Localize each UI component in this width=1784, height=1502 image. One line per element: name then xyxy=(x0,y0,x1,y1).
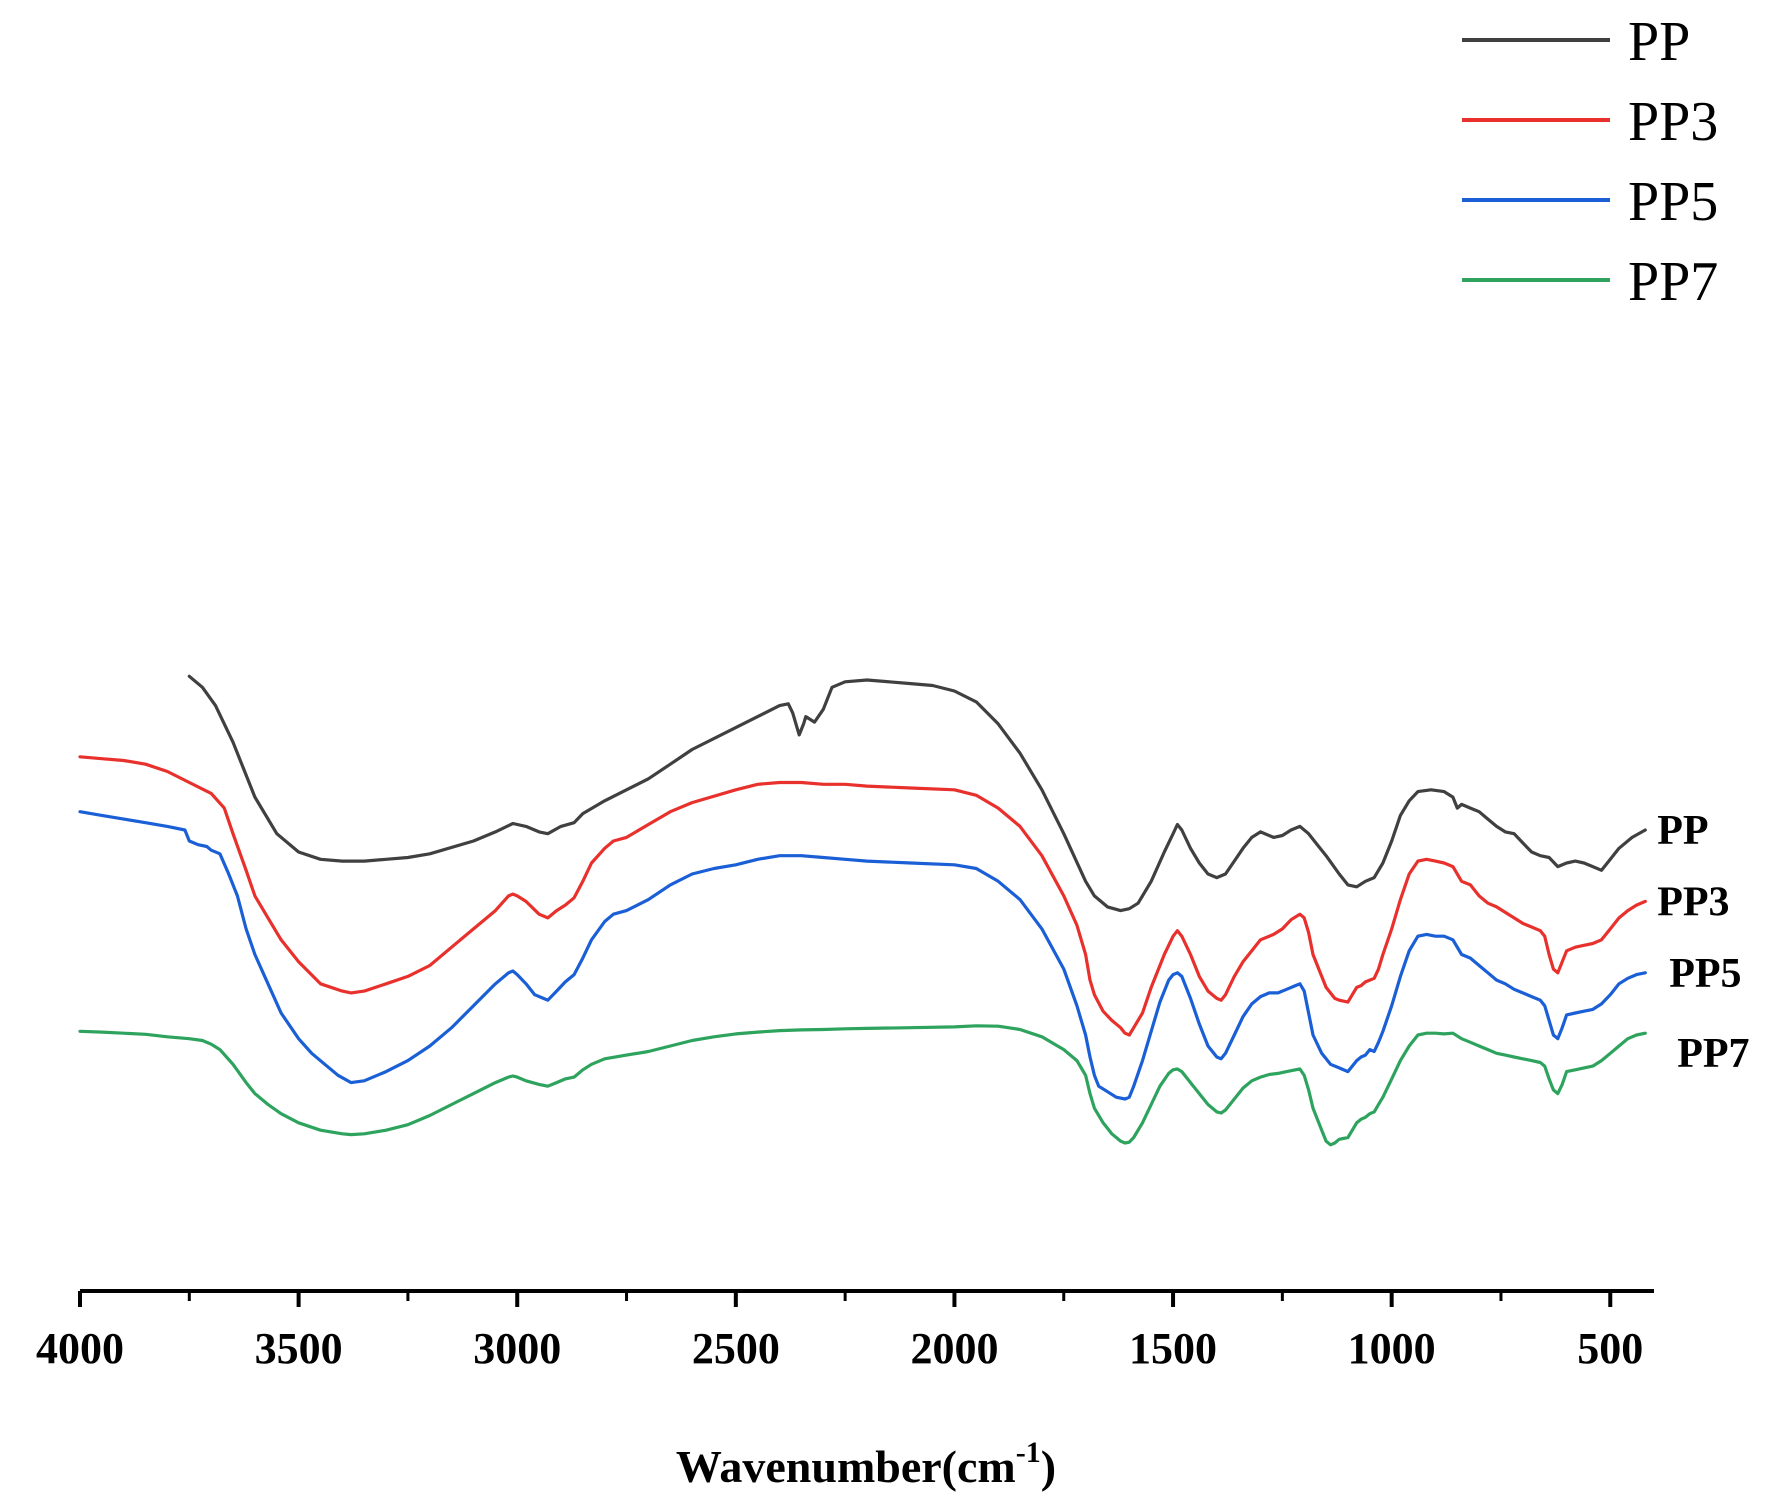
series-line-pp7 xyxy=(78,1024,1647,1147)
series-line-pp5 xyxy=(78,810,1647,1101)
x-tick-label-4000: 4000 xyxy=(36,1324,124,1373)
curve-label-pp7: PP7 xyxy=(1677,1031,1749,1077)
series-line-pp xyxy=(187,674,1647,913)
x-tick-label-1500: 1500 xyxy=(1129,1324,1217,1373)
legend-label-pp7: PP7 xyxy=(1628,251,1718,313)
x-tick-label-1000: 1000 xyxy=(1348,1324,1436,1373)
legend-label-pp5: PP5 xyxy=(1628,171,1718,233)
curve-label-pp3: PP3 xyxy=(1657,879,1729,925)
x-tick-label-2000: 2000 xyxy=(910,1324,998,1373)
legend-label-pp: PP xyxy=(1628,11,1690,73)
x-tick-label-3000: 3000 xyxy=(473,1324,561,1373)
legend: PP PP3 PP5 PP7 xyxy=(1462,11,1718,313)
series-line-pp3 xyxy=(78,755,1647,1037)
x-tick-label-500: 500 xyxy=(1577,1324,1643,1373)
curve-labels: PP PP3 PP5 PP7 xyxy=(1657,808,1749,1077)
series-layer xyxy=(78,674,1647,1147)
x-axis-title-close: ) xyxy=(1041,1441,1056,1492)
x-tick-label-3500: 3500 xyxy=(255,1324,343,1373)
x-axis-title-superscript: -1 xyxy=(1016,1436,1041,1469)
x-tick-label-2500: 2500 xyxy=(692,1324,780,1373)
curve-label-pp: PP xyxy=(1657,808,1708,854)
x-axis-title: Wavenumber(cm-1) xyxy=(676,1436,1056,1492)
curve-label-pp5: PP5 xyxy=(1669,951,1741,997)
legend-label-pp3: PP3 xyxy=(1628,91,1718,153)
x-axis-ticks: 4000 3500 3000 2500 2000 1500 1000 500 xyxy=(36,1291,1643,1373)
